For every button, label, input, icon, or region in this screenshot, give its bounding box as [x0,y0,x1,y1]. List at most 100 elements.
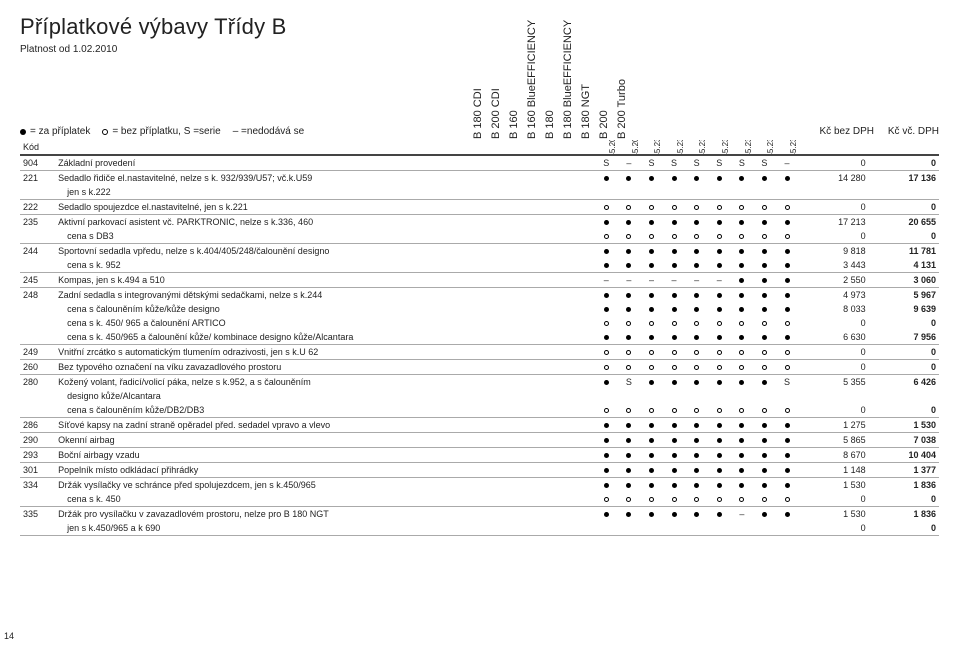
model-code: 245.232 [685,140,708,155]
availability-cell [731,258,754,273]
availability-cell [640,185,663,200]
row-code: 335 [20,507,55,522]
price-net: 2 550 [798,273,868,288]
row-desc: Vnitřní zrcátko s automatickým tlumením … [55,345,595,360]
availability-cell [731,273,754,288]
availability-cell [640,463,663,478]
availability-cell [776,463,799,478]
availability-cell [618,185,641,200]
availability-cell [595,507,618,522]
availability-cell [663,478,686,493]
availability-cell [731,375,754,390]
availability-cell: S [618,375,641,390]
availability-cell [618,288,641,303]
row-desc: Boční airbagy vzadu [55,448,595,463]
availability-cell [595,521,618,536]
availability-cell [640,345,663,360]
availability-cell [776,200,799,215]
availability-cell [595,288,618,303]
availability-cell [685,463,708,478]
availability-cell [663,433,686,448]
availability-cell [618,171,641,186]
availability-cell [640,258,663,273]
availability-cell [708,375,731,390]
availability-cell [685,360,708,375]
availability-cell [663,316,686,330]
availability-cell [640,492,663,507]
availability-cell [618,492,641,507]
price-net: 1 530 [798,507,868,522]
availability-cell [640,229,663,244]
availability-cell [753,507,776,522]
availability-cell [753,215,776,230]
availability-cell: – [731,507,754,522]
availability-cell [731,403,754,418]
availability-cell [708,258,731,273]
table-row: cena s k. 9523 4434 131 [20,258,939,273]
availability-cell [708,389,731,403]
availability-cell [708,316,731,330]
availability-cell [640,389,663,403]
price-gross: 0 [869,403,939,418]
availability-cell [776,478,799,493]
availability-cell [731,330,754,345]
availability-cell [685,330,708,345]
row-desc: jen s k.222 [55,185,595,200]
availability-cell [753,316,776,330]
row-desc: cena s k. 952 [55,258,595,273]
equipment-table: Kód245.207245.208245.231245.231245.23224… [20,140,939,536]
availability-cell [708,360,731,375]
price-gross: 0 [869,492,939,507]
row-desc: jen s k.450/965 a k 690 [55,521,595,536]
table-row: 222Sedadlo spoujezdce el.nastavitelné, j… [20,200,939,215]
availability-cell: S [776,375,799,390]
price-gross: 3 060 [869,273,939,288]
price-gross: 1 836 [869,507,939,522]
availability-cell [595,418,618,433]
availability-cell: S [640,155,663,171]
availability-cell [595,229,618,244]
availability-cell [753,330,776,345]
availability-cell [708,418,731,433]
table-row: cena s čalouněním kůže/DB2/DB300 [20,403,939,418]
availability-cell [753,171,776,186]
model-code: 245.233 [731,140,754,155]
table-row: 260Bez typového označení na víku zavazad… [20,360,939,375]
availability-cell [776,316,799,330]
price-gross: 1 836 [869,478,939,493]
availability-cell [753,200,776,215]
availability-cell [708,171,731,186]
availability-cell: – [595,273,618,288]
availability-cell [731,418,754,433]
circle-icon [102,129,108,135]
availability-cell [776,433,799,448]
availability-cell [708,330,731,345]
row-code [20,316,55,330]
row-desc: Bez typového označení na víku zavazadlov… [55,360,595,375]
table-row: 286Síťové kapsy na zadní straně opěradel… [20,418,939,433]
row-code: 280 [20,375,55,390]
dot-icon [20,129,26,135]
availability-cell [618,448,641,463]
row-desc: cena s k. 450/ 965 a čalounění ARTICO [55,316,595,330]
row-code [20,403,55,418]
availability-cell [663,244,686,259]
availability-cell [663,492,686,507]
availability-cell [640,403,663,418]
availability-cell: – [776,155,799,171]
availability-cell [663,448,686,463]
legend-row: = za příplatek = bez příplatku, S =serie… [20,126,939,137]
row-code: 245 [20,273,55,288]
availability-cell [776,360,799,375]
row-code [20,185,55,200]
availability-cell: S [708,155,731,171]
availability-cell: S [663,155,686,171]
availability-cell [685,244,708,259]
availability-cell [685,200,708,215]
row-code [20,302,55,316]
table-row: 334Držák vysílačky ve schránce před spol… [20,478,939,493]
price-net: 17 213 [798,215,868,230]
model-code: 245.207 [595,140,618,155]
availability-cell [753,403,776,418]
availability-cell [640,375,663,390]
